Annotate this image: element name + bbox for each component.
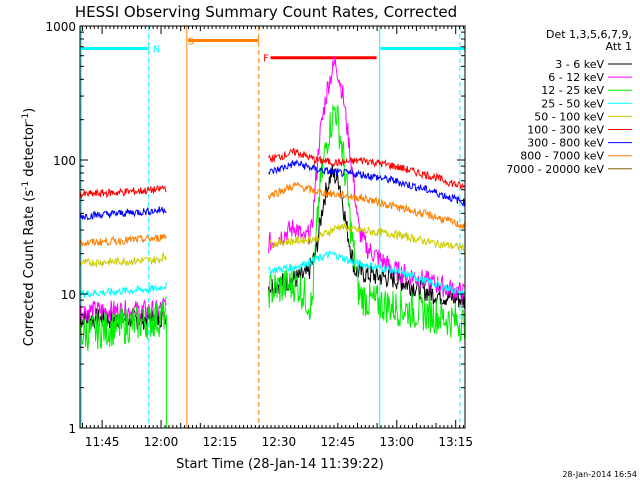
series-line-6-seg-0	[79, 206, 167, 221]
axes: 1 10 100 1000 11:45 12:00 12:15 12:30 12:45 13:00…	[45, 20, 473, 449]
footer-timestamp: 28-Jan-2014 16:54	[562, 470, 637, 479]
x-tick-label: 12:15	[203, 435, 238, 449]
legend-header: Att 1	[606, 40, 632, 53]
series-line-1-seg-1	[268, 56, 465, 304]
series-line-0-seg-1	[268, 164, 465, 309]
y-tick-label: 10	[61, 288, 76, 302]
x-tick-label: 12:00	[144, 435, 179, 449]
series-line-7-seg-0	[79, 233, 167, 247]
mode-bar-label-1: S	[188, 36, 194, 47]
x-tick-label: 12:45	[321, 435, 356, 449]
x-tick-label: 12:30	[262, 435, 297, 449]
series-line-5-seg-1	[268, 148, 465, 190]
y-tick-label: 1	[68, 422, 76, 436]
x-tick-label: 13:15	[438, 435, 473, 449]
y-axis-label: Corrected Count Rate (s-1 detector-1)	[21, 108, 37, 346]
legend-label: 3 - 6 keV	[555, 58, 604, 71]
series-line-4-seg-0	[79, 251, 167, 268]
legend-label: 800 - 7000 keV	[520, 150, 604, 163]
legend-label: 300 - 800 keV	[527, 137, 604, 150]
x-tick-label: 13:00	[379, 435, 414, 449]
x-axis-label: Start Time (28-Jan-14 11:39:22)	[176, 457, 384, 472]
legend-header: Det 1,3,5,6,7,9,	[546, 28, 632, 41]
plot-area: N S F	[79, 26, 465, 428]
series-line-3-seg-1	[268, 250, 465, 297]
series-line-4-seg-1	[268, 222, 465, 253]
series-line-7-seg-1	[268, 181, 465, 230]
series-line-3-seg-0	[79, 282, 167, 298]
series-line-2-seg-0	[79, 296, 167, 351]
legend-label: 100 - 300 keV	[527, 124, 604, 137]
series-line-6-seg-1	[268, 159, 465, 207]
mode-bar-label-0: N	[153, 44, 160, 55]
mode-bar-label-2: F	[263, 54, 269, 65]
legend-label: 6 - 12 keV	[548, 71, 604, 84]
y-tick-label: 1000	[45, 20, 76, 34]
legend-label: 25 - 50 keV	[541, 97, 604, 110]
plot-frame	[79, 25, 466, 429]
y-tick-label: 100	[53, 154, 76, 168]
legend-label: 50 - 100 keV	[534, 110, 604, 123]
x-tick-label: 11:45	[85, 435, 120, 449]
legend-label: 7000 - 20000 keV	[506, 163, 604, 176]
series-line-2-seg-1	[268, 103, 465, 342]
chart-title: HESSI Observing Summary Count Rates, Cor…	[75, 3, 457, 21]
series-line-5-seg-0	[79, 184, 167, 199]
legend-label: 12 - 25 keV	[541, 84, 604, 97]
